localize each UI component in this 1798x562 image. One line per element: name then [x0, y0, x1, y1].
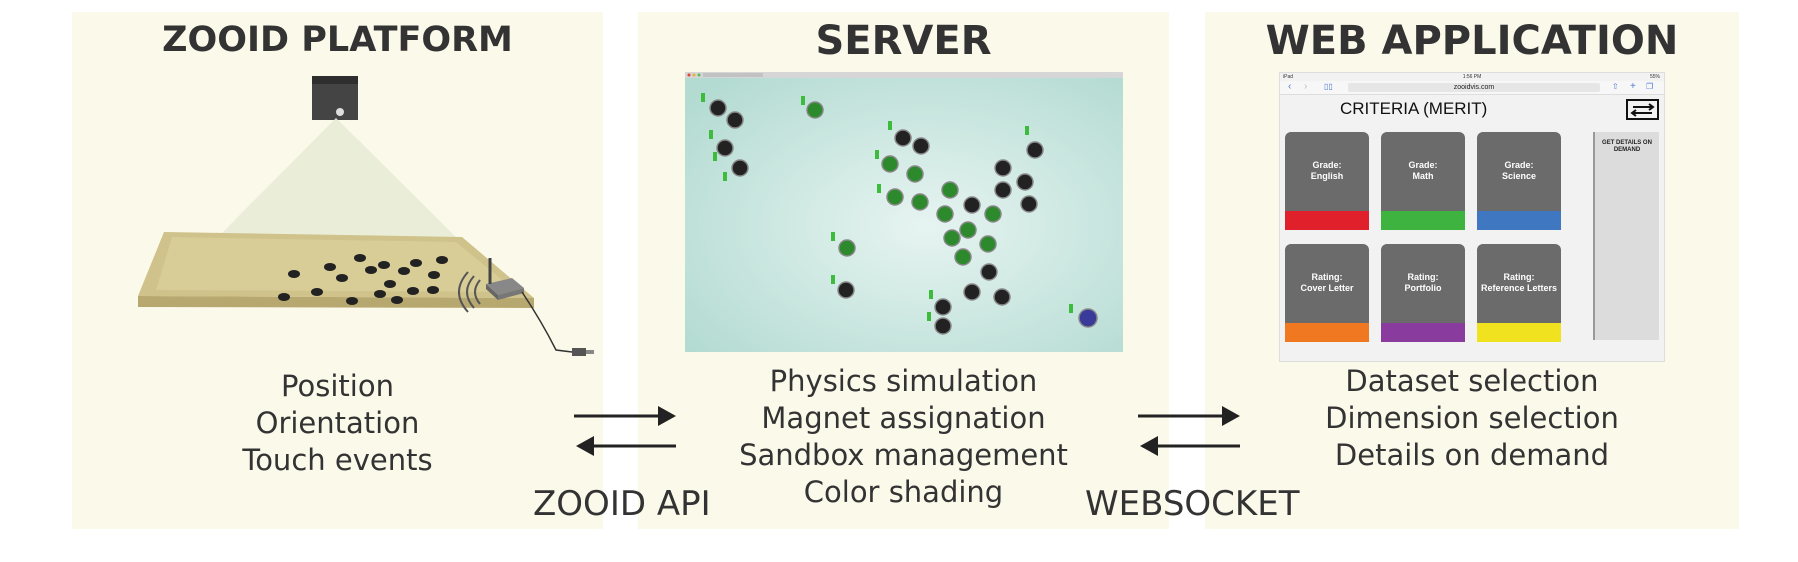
zooid-robots	[278, 254, 448, 305]
dimension-tile[interactable]: Rating: Reference Letters	[1477, 244, 1561, 342]
desc-line: Details on demand	[1334, 438, 1610, 472]
tile-line: Rating:	[1407, 272, 1439, 282]
tablet-status-bar: iPad 1:56 PM 55%	[1280, 73, 1664, 81]
dimension-tile[interactable]: Grade: Science	[1477, 132, 1561, 230]
desc-line: Sandbox management	[739, 438, 1068, 472]
dimension-tile[interactable]: Grade: Math	[1381, 132, 1465, 230]
desc-line: Position	[281, 369, 394, 403]
zooid-api-label: ZOOID API	[533, 484, 711, 524]
desc-line: Dimension selection	[1325, 401, 1619, 435]
websocket-label: WEBSOCKET	[1085, 484, 1300, 524]
tabs-icon[interactable]: ❐	[1646, 82, 1654, 91]
details-label: GET DETAILS ON DEMAND	[1602, 140, 1652, 153]
criteria-heading: CRITERIA (MERIT)	[1340, 99, 1488, 118]
tile-color-bar	[1477, 211, 1561, 230]
device-label: iPad	[1283, 74, 1294, 80]
dimension-tile[interactable]: Rating: Portfolio	[1381, 244, 1465, 342]
zooid-platform-illustration	[138, 76, 594, 356]
platform-title: ZOOID PLATFORM	[162, 20, 513, 60]
server-panel: SERVER	[638, 12, 1169, 529]
desc-line: Touch events	[242, 443, 433, 477]
physics-simulation-screenshot	[685, 72, 1123, 352]
back-icon[interactable]: ‹	[1288, 81, 1292, 92]
tile-line: Grade:	[1504, 160, 1534, 170]
desc-line: Magnet assignation	[761, 401, 1046, 435]
simulated-robots	[709, 99, 1098, 335]
zooid-api-arrows	[574, 406, 676, 456]
battery-indicators	[701, 93, 1073, 321]
battery-level: 55%	[1649, 74, 1660, 80]
status-time: 1:56 PM	[1462, 74, 1482, 80]
tile-line: Grade:	[1312, 160, 1342, 170]
tile-line: Math	[1412, 171, 1434, 181]
projection-light-cone	[218, 118, 456, 237]
tile-line: Cover Letter	[1300, 283, 1354, 293]
share-icon[interactable]: ⇧	[1612, 82, 1619, 91]
arrow-right-icon	[1222, 406, 1240, 426]
arrow-left-icon	[1140, 436, 1158, 456]
projector-icon	[312, 76, 358, 120]
tile-color-bar	[1285, 211, 1369, 230]
bookmarks-icon[interactable]: ▯▯	[1324, 82, 1333, 91]
wireless-router-icon	[458, 258, 594, 356]
tile-line: Portfolio	[1404, 283, 1442, 293]
webapp-description: Dataset selection Dimension selection De…	[1205, 363, 1739, 474]
details-on-demand-panel[interactable]: GET DETAILS ON DEMAND	[1593, 132, 1659, 340]
platform-description: Position Orientation Touch events	[72, 368, 603, 479]
webapp-title: WEB APPLICATION	[1265, 18, 1679, 64]
tile-color-bar	[1477, 323, 1561, 342]
swap-arrows-icon	[1630, 103, 1655, 117]
tile-line: English	[1310, 171, 1344, 181]
tile-line: Reference Letters	[1480, 283, 1558, 293]
browser-toolbar: ‹ › ▯▯ zooidvis.com ⇧ + ❐	[1280, 81, 1664, 95]
dimension-tile[interactable]: Grade: English	[1285, 132, 1369, 230]
tile-line: Rating:	[1503, 272, 1535, 282]
tablet-screenshot: iPad 1:56 PM 55% ‹ › ▯▯ zooidvis.com ⇧ +…	[1279, 72, 1665, 362]
tile-color-bar	[1381, 211, 1465, 230]
tile-color-bar	[1381, 323, 1465, 342]
desc-line: Color shading	[803, 475, 1004, 509]
websocket-arrows	[1138, 406, 1240, 456]
forward-icon[interactable]: ›	[1304, 81, 1308, 92]
url-bar[interactable]: zooidvis.com	[1348, 83, 1600, 92]
dimension-tile[interactable]: Rating: Cover Letter	[1285, 244, 1369, 342]
server-description: Physics simulation Magnet assignation Sa…	[638, 363, 1169, 511]
zooid-platform-panel: ZOOID PLATFORM	[72, 12, 603, 529]
new-tab-icon[interactable]: +	[1630, 81, 1636, 92]
arrow-right-icon	[658, 406, 676, 426]
desc-line: Dataset selection	[1345, 364, 1599, 398]
tile-color-bar	[1285, 323, 1369, 342]
tile-line: Rating:	[1311, 272, 1343, 282]
server-title: SERVER	[815, 18, 992, 64]
desc-line: Physics simulation	[769, 364, 1038, 398]
tile-line: Grade:	[1408, 160, 1438, 170]
arrow-left-icon	[576, 436, 594, 456]
tile-line: Science	[1501, 171, 1537, 181]
swap-button[interactable]	[1626, 99, 1659, 120]
desc-line: Orientation	[255, 406, 420, 440]
